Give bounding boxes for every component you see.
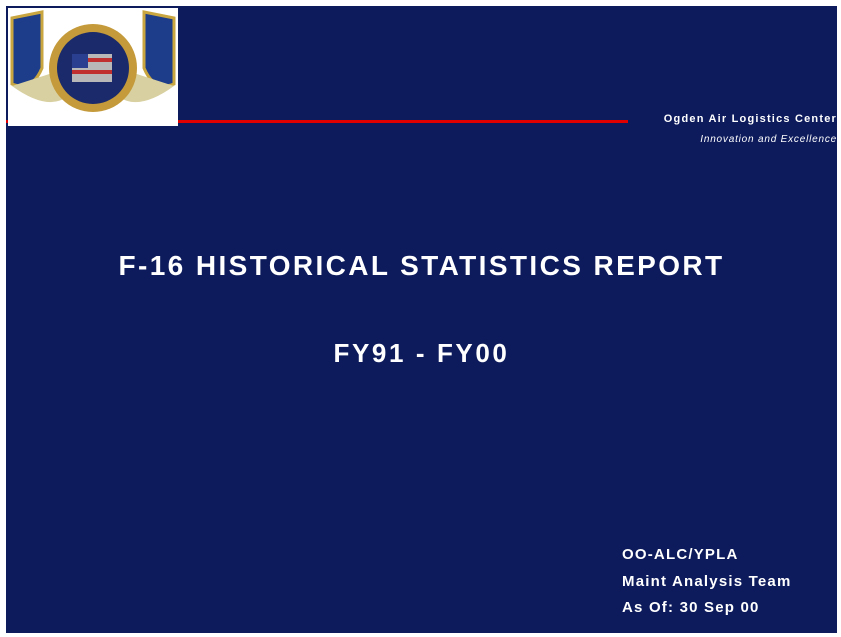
emblem-flag-canton bbox=[72, 54, 88, 68]
footer-line: Maint Analysis Team bbox=[622, 573, 792, 590]
left-shield bbox=[10, 10, 44, 88]
flag-stripe bbox=[88, 58, 112, 62]
slide: Ogden Air Logistics Center Innovation an… bbox=[6, 6, 837, 633]
footer-line: As Of: 30 Sep 00 bbox=[622, 599, 760, 616]
flag-stripe bbox=[72, 70, 112, 74]
title: F-16 HISTORICAL STATISTICS REPORT bbox=[118, 250, 725, 281]
footer-line: OO-ALC/YPLA bbox=[622, 546, 739, 563]
logo bbox=[8, 8, 178, 126]
motto: Innovation and Excellence bbox=[700, 134, 837, 145]
organization: Ogden Air Logistics Center bbox=[663, 113, 837, 125]
subtitle: FY91 - FY00 bbox=[333, 338, 510, 368]
right-shield bbox=[142, 10, 176, 88]
divider-line bbox=[6, 120, 628, 123]
